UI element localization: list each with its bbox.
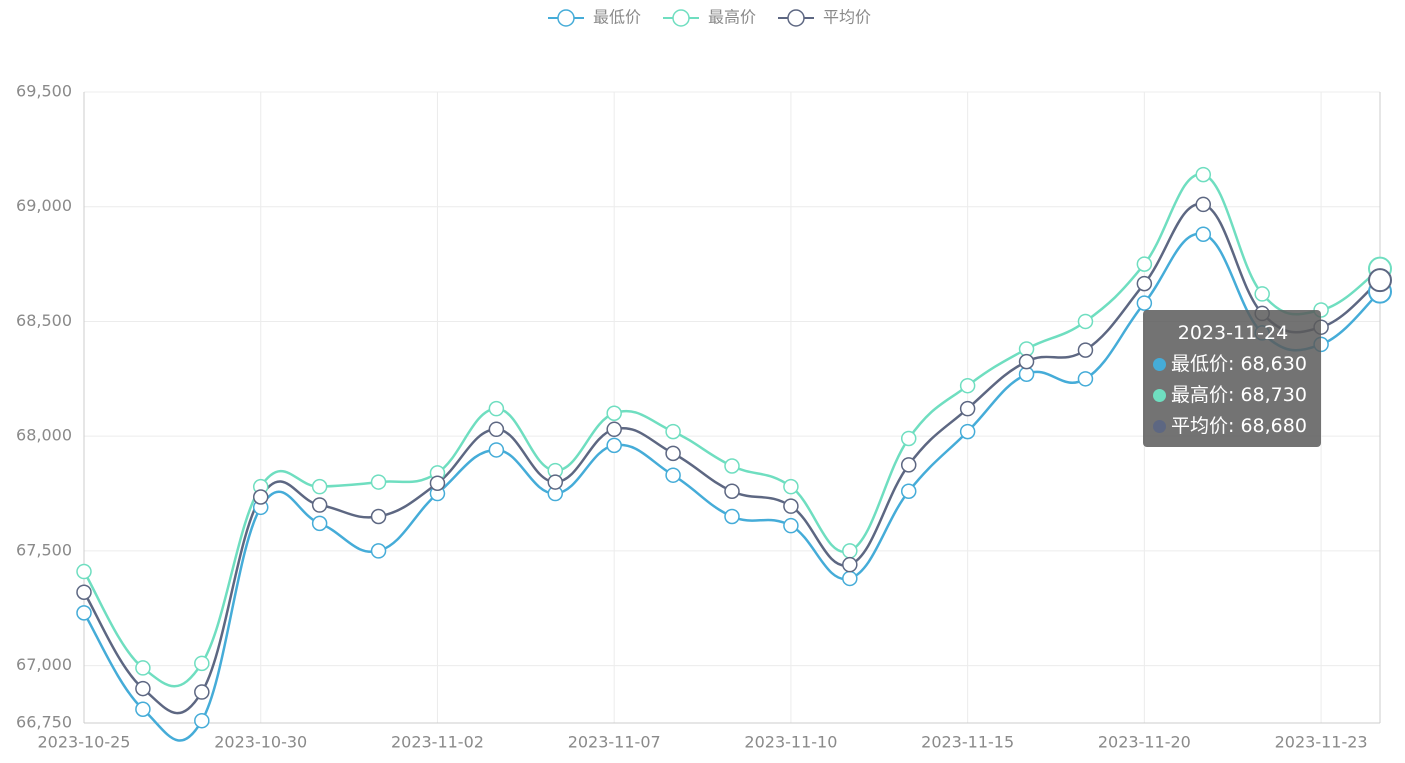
- data-point: [842, 556, 858, 573]
- data-point: [194, 684, 210, 700]
- y-tick-label: 68,000: [16, 426, 72, 445]
- data-point: [429, 475, 446, 491]
- data-point: [959, 377, 976, 394]
- legend-marker: [672, 9, 690, 27]
- tooltip-separator: :: [1228, 353, 1241, 375]
- y-tick-label: 66,750: [16, 713, 72, 732]
- data-point: [135, 701, 151, 717]
- x-tick-label: 2023-10-30: [214, 733, 307, 752]
- legend-label: 最低价: [593, 8, 641, 27]
- data-point: [783, 478, 799, 495]
- x-tick-label: 2023-10-25: [38, 733, 131, 752]
- data-point: [724, 483, 740, 500]
- data-point: [665, 445, 681, 462]
- tooltip-series-name: 最高价: [1171, 384, 1229, 406]
- data-point: [959, 400, 976, 417]
- data-point: [1136, 275, 1153, 292]
- y-tick-label: 68,500: [16, 311, 72, 330]
- data-point: [488, 421, 505, 438]
- data-point: [1195, 196, 1212, 213]
- data-point: [194, 712, 210, 729]
- y-tick-label: 69,000: [16, 196, 72, 215]
- tooltip-value: 68,630: [1240, 353, 1307, 375]
- legend-item: 最低价: [548, 8, 641, 27]
- data-point: [488, 400, 505, 417]
- tooltip-separator: :: [1228, 415, 1241, 437]
- tooltip-row: 平均价: 68,680: [1153, 411, 1313, 442]
- x-tick-label: 2023-11-20: [1098, 733, 1191, 752]
- data-point: [76, 563, 92, 580]
- data-point: [724, 508, 740, 525]
- legend-label: 平均价: [823, 8, 871, 27]
- data-point: [135, 660, 151, 676]
- y-tick-label: 69,500: [16, 82, 72, 101]
- data-point: [1254, 286, 1270, 302]
- tooltip-series-name: 平均价: [1171, 415, 1229, 437]
- data-point: [606, 437, 622, 454]
- tooltip-dot: [1153, 420, 1166, 433]
- data-point: [1077, 342, 1094, 358]
- data-point: [311, 515, 328, 532]
- legend-marker: [787, 9, 805, 27]
- legend-item: 平均价: [778, 8, 871, 27]
- data-point: [783, 498, 799, 514]
- data-point: [488, 442, 505, 458]
- data-point: [1368, 268, 1392, 293]
- data-point: [665, 423, 681, 440]
- tooltip-row: 最高价: 68,730: [1153, 380, 1313, 411]
- data-point: [1195, 166, 1212, 183]
- data-point: [959, 423, 976, 440]
- tooltip-value: 68,680: [1240, 415, 1307, 437]
- tooltip-value: 68,730: [1240, 384, 1307, 406]
- tooltip-separator: :: [1228, 384, 1241, 406]
- data-point: [665, 467, 681, 483]
- data-point: [252, 489, 269, 505]
- data-point: [842, 570, 858, 587]
- data-point: [76, 584, 92, 600]
- y-tick-label: 67,000: [16, 655, 72, 674]
- x-tick-label: 2023-11-15: [921, 733, 1014, 752]
- data-point: [1018, 353, 1035, 370]
- x-tick-label: 2023-11-02: [391, 733, 484, 752]
- data-point: [606, 421, 622, 438]
- data-point: [1195, 226, 1212, 243]
- data-point: [370, 543, 387, 559]
- data-point: [900, 483, 917, 500]
- tooltip-dot: [1153, 389, 1166, 402]
- data-point: [606, 405, 622, 421]
- data-point: [311, 497, 328, 513]
- x-tick-label: 2023-11-07: [568, 733, 661, 752]
- data-point: [135, 680, 151, 697]
- data-point: [900, 457, 917, 473]
- data-point: [311, 478, 328, 495]
- data-point: [1077, 313, 1094, 330]
- tooltip-series-name: 最低价: [1171, 353, 1229, 375]
- tooltip: 2023-11-24 最低价: 68,630 最高价: 68,730 平均价: 68…: [1143, 310, 1321, 447]
- data-point: [783, 517, 799, 534]
- x-tick-label: 2023-11-10: [744, 733, 837, 752]
- data-point: [724, 458, 740, 474]
- legend-label: 最高价: [708, 8, 756, 27]
- data-point: [1136, 256, 1153, 272]
- data-point: [76, 605, 92, 621]
- data-point: [842, 543, 858, 559]
- data-point: [900, 430, 917, 447]
- data-point: [1136, 295, 1153, 311]
- legend-marker: [557, 9, 575, 27]
- tooltip-dot: [1153, 358, 1166, 371]
- x-tick-label: 2023-11-23: [1275, 733, 1368, 752]
- data-point: [547, 474, 564, 490]
- legend-item: 最高价: [663, 8, 756, 27]
- data-point: [370, 508, 387, 525]
- tooltip-title: 2023-11-24: [1177, 322, 1289, 344]
- data-point: [1077, 371, 1094, 387]
- data-point: [194, 655, 210, 672]
- y-tick-label: 67,500: [16, 540, 72, 559]
- data-point: [370, 474, 387, 490]
- tooltip-row: 最低价: 68,630: [1153, 349, 1313, 380]
